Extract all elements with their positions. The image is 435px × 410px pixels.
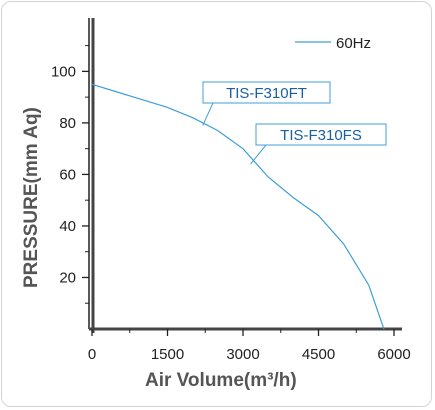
annotation-label: TIS-F310FT	[226, 85, 307, 102]
y-tick-label: 40	[59, 218, 76, 235]
y-tick-label: 20	[59, 269, 76, 286]
annotation-label: TIS-F310FS	[280, 127, 362, 144]
series-line-60hz	[91, 83, 385, 330]
x-tick-label: 0	[88, 346, 96, 363]
annotation-box	[255, 123, 387, 146]
annotation-leader	[202, 102, 273, 126]
x-tick-label: 1500	[151, 346, 184, 363]
y-tick-label: 60	[59, 166, 76, 183]
x-tick-label: 6000	[377, 346, 410, 363]
x-axis-title: Air Volume(m³/h)	[145, 370, 297, 391]
legend-label: 60Hz	[336, 35, 371, 52]
annotation-leader	[250, 144, 328, 165]
x-tick-label: 3000	[226, 346, 259, 363]
y-tick-label: 80	[59, 115, 76, 132]
y-tick-label: 100	[51, 63, 76, 80]
legend: 60Hz	[295, 35, 371, 52]
y-axis-title: PRESSURE(mm Aq)	[21, 107, 42, 288]
annotation-box	[202, 81, 331, 104]
x-tick-label: 4500	[302, 346, 335, 363]
